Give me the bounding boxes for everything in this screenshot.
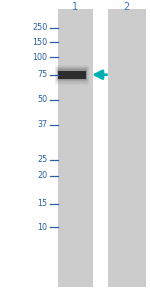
Text: 150: 150 — [32, 38, 47, 47]
Text: 15: 15 — [37, 199, 47, 208]
Text: 25: 25 — [37, 155, 47, 164]
Text: 20: 20 — [37, 171, 47, 180]
Text: 10: 10 — [37, 223, 47, 231]
Bar — [58, 71, 86, 79]
Bar — [108, 9, 146, 287]
Text: 50: 50 — [37, 95, 47, 104]
Text: 37: 37 — [37, 120, 47, 129]
Bar — [55, 66, 89, 84]
Text: 250: 250 — [32, 23, 47, 32]
Bar — [57, 68, 87, 81]
Text: 1: 1 — [72, 2, 78, 12]
Text: 100: 100 — [32, 53, 47, 62]
Bar — [58, 71, 86, 79]
Bar — [57, 69, 87, 80]
Text: 2: 2 — [124, 2, 130, 12]
Text: 75: 75 — [37, 70, 47, 79]
Bar — [58, 9, 93, 287]
Bar — [55, 65, 89, 85]
Bar — [56, 67, 88, 82]
